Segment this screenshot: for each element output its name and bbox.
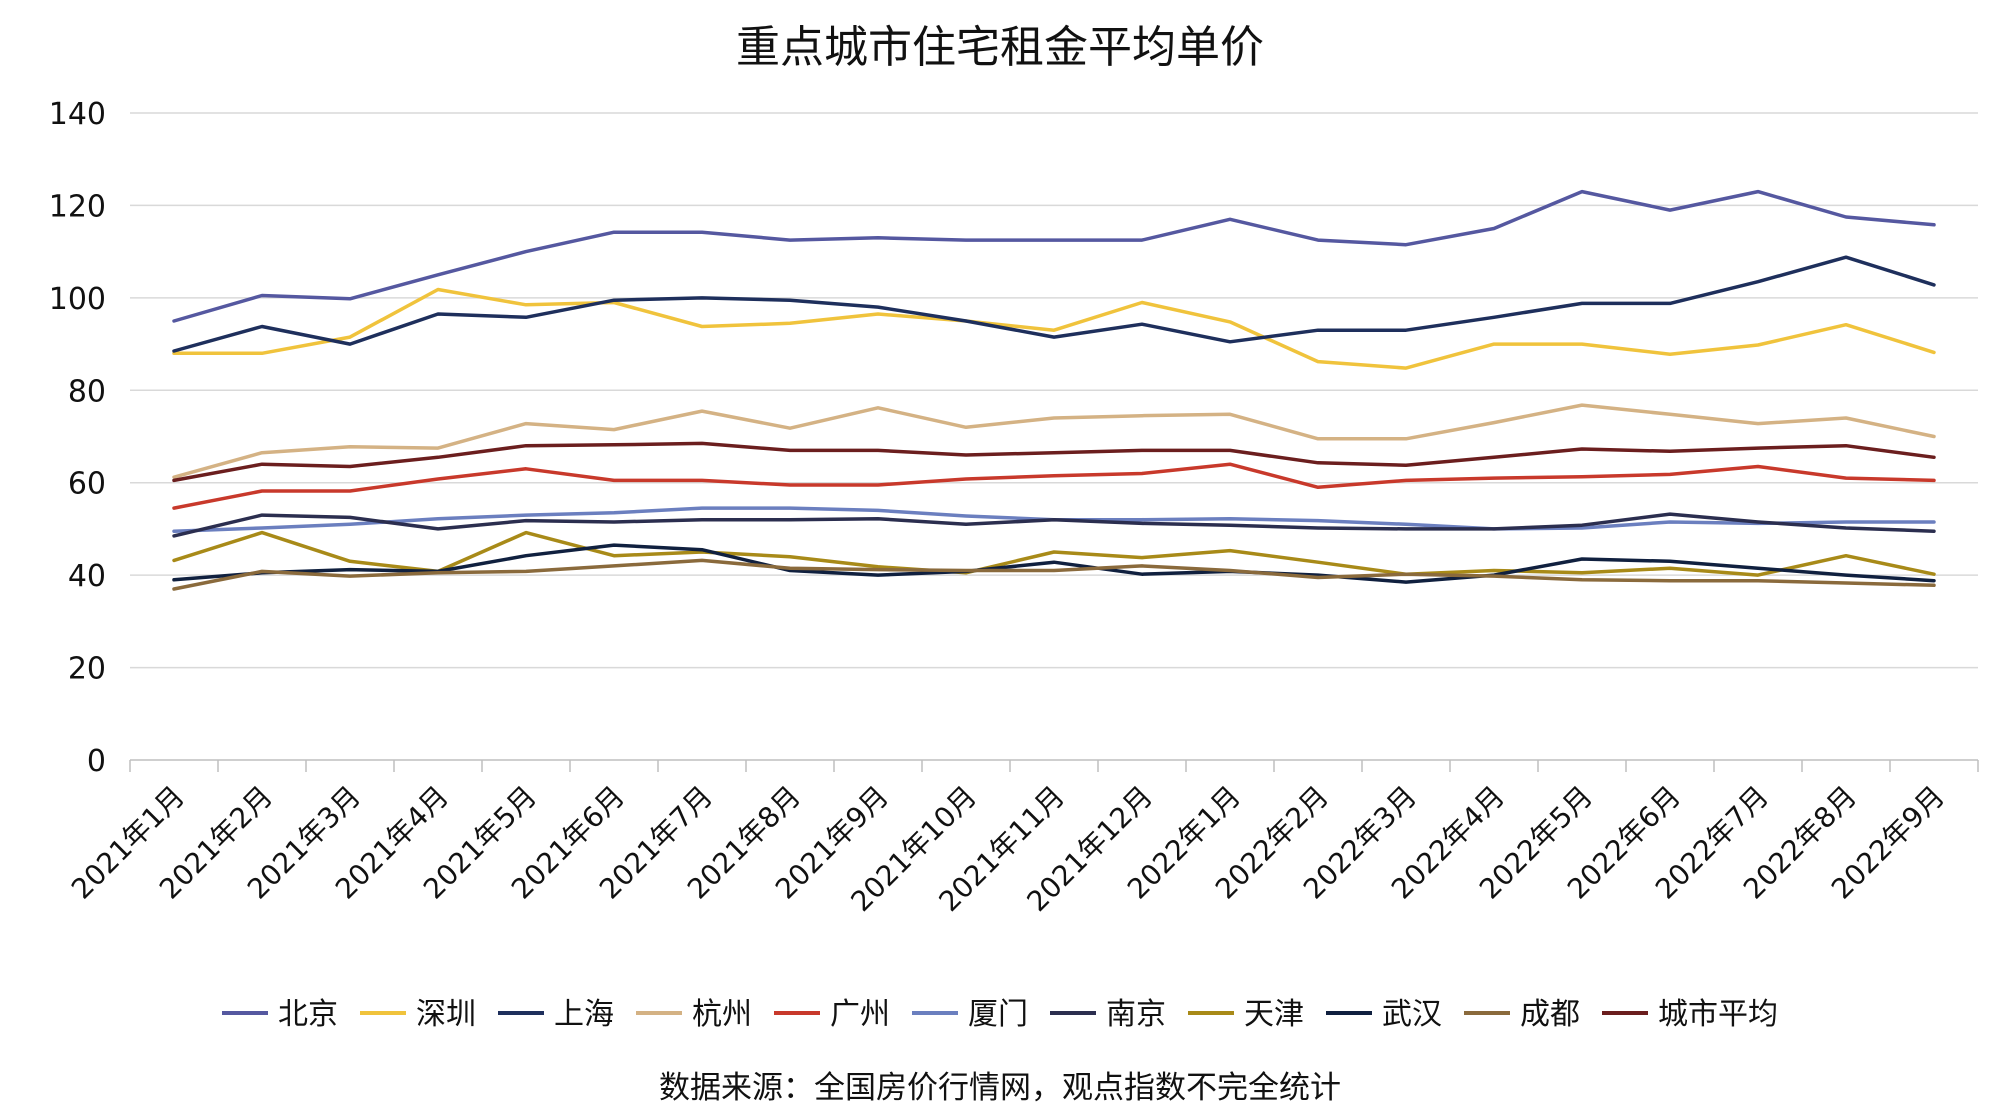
x-axis: 2021年1月2021年2月2021年3月2021年4月2021年5月2021年… xyxy=(65,759,1979,918)
legend-label: 深圳 xyxy=(416,997,476,1032)
series-line-7 xyxy=(172,530,1936,577)
legend-label: 成都 xyxy=(1520,997,1580,1032)
series-line-10 xyxy=(172,441,1936,483)
legend-label: 城市平均 xyxy=(1658,997,1778,1032)
gridlines xyxy=(130,112,1978,669)
y-axis: 0 20 40 60 80 100 120 140 xyxy=(49,97,106,779)
series-line-1 xyxy=(172,287,1936,370)
legend-label: 广州 xyxy=(830,997,890,1032)
legend-label: 杭州 xyxy=(692,997,752,1032)
series-line-6 xyxy=(172,512,1936,538)
series-line-3 xyxy=(172,403,1936,479)
y-tick-label: 80 xyxy=(68,374,106,409)
y-tick-label: 40 xyxy=(68,559,106,594)
y-tick-label: 140 xyxy=(49,97,106,132)
series-line-2 xyxy=(172,255,1936,353)
legend-label: 武汉 xyxy=(1382,997,1442,1032)
legend: 北京 深圳 上海 杭州 广州 厦门 南京 天津 武汉 成都 城市平均 xyxy=(222,997,1778,1032)
y-tick-label: 0 xyxy=(87,744,106,779)
series-group xyxy=(172,189,1936,591)
legend-label: 北京 xyxy=(278,997,338,1032)
y-tick-label: 60 xyxy=(68,467,106,502)
source-note: 数据来源：全国房价行情网，观点指数不完全统计 xyxy=(659,1070,1341,1106)
y-tick-label: 120 xyxy=(49,189,106,224)
legend-label: 天津 xyxy=(1244,997,1304,1032)
legend-label: 上海 xyxy=(554,997,614,1032)
y-tick-label: 20 xyxy=(68,652,106,687)
series-line-4 xyxy=(172,462,1936,510)
series-line-8 xyxy=(172,543,1936,584)
y-tick-label: 100 xyxy=(49,282,106,317)
legend-label: 厦门 xyxy=(968,997,1028,1032)
legend-label: 南京 xyxy=(1106,997,1166,1032)
chart-title: 重点城市住宅租金平均单价 xyxy=(736,22,1264,73)
series-line-0 xyxy=(172,189,1936,323)
series-line-9 xyxy=(172,558,1936,591)
